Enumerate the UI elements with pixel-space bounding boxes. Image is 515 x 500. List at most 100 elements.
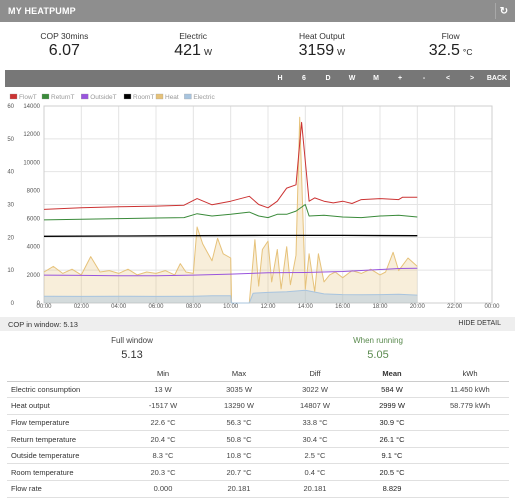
table-cell: 3035 W — [201, 381, 277, 399]
zoom-out-button[interactable]: - — [422, 75, 426, 82]
x-tick-label: 00:00 — [484, 304, 500, 310]
table-cell — [431, 447, 509, 465]
detail-table: Min Max Diff Mean kWh Electric consumpti… — [7, 366, 509, 498]
summary-value: 5.13 — [121, 349, 143, 361]
table-cell: 20.5 °C — [353, 463, 431, 482]
table-cell: 10.8 °C — [201, 447, 277, 465]
stat-value: 3159 W — [298, 42, 346, 59]
table-cell: 2999 W — [353, 397, 431, 415]
series-electric-line — [43, 289, 418, 304]
chart-toolbar: H 6 D W M + - < > BACK — [5, 70, 510, 87]
x-tick-label: 16:00 — [335, 304, 351, 310]
summary-when-running: When running 5.05 — [263, 336, 493, 361]
table-cell: 3022 W — [277, 381, 353, 399]
summary-label: Full window — [111, 336, 153, 345]
x-tick-label: 08:00 — [186, 304, 202, 310]
pan-left-button[interactable]: < — [445, 75, 451, 82]
stat-value: 6.07 — [48, 42, 80, 59]
series-returnt-line — [43, 204, 418, 221]
summary-full-window: Full window 5.13 — [17, 336, 247, 361]
zoom-month-button[interactable]: M — [373, 75, 379, 82]
summary-value: 5.05 — [367, 349, 389, 361]
table-cell: 584 W — [353, 381, 431, 399]
table-cell: 20.4 °C — [125, 430, 201, 448]
table-cell: 58.779 kWh — [431, 397, 509, 415]
y-left-tick-label: 10 — [7, 268, 14, 274]
x-tick-label: 14:00 — [298, 304, 314, 310]
y-left-tick-label: 60 — [7, 104, 14, 110]
table-row: Flow temperature 22.6 °C 56.3 °C 33.8 °C 30.… — [7, 414, 509, 432]
table-header: kWh — [431, 366, 509, 382]
table-cell: 0.4 °C — [277, 463, 353, 482]
table-cell: 13290 W — [201, 397, 277, 415]
table-cell: 20.7 °C — [201, 463, 277, 482]
x-tick-label: 12:00 — [260, 304, 276, 310]
x-tick-label: 10:00 — [223, 304, 239, 310]
table-cell: -1517 W — [125, 397, 201, 415]
y-left-tick-label: 0 — [11, 301, 15, 307]
cop-window-bar: COP in window: 5.13 HIDE DETAIL — [0, 317, 515, 331]
x-tick-label: 22:00 — [447, 304, 463, 310]
table-cell — [431, 430, 509, 448]
heatpump-chart[interactable]: 00:00 02:00 04:00 06:00 08:00 10:00 12:00 14:00… — [0, 90, 515, 315]
table-cell: 20.181 — [277, 480, 353, 498]
app-title: MY HEATPUMP — [8, 6, 76, 16]
table-cell: 26.1 °C — [353, 430, 431, 448]
table-cell: 56.3 °C — [201, 414, 277, 432]
legend-swatch — [123, 93, 132, 100]
app-header: MY HEATPUMP ↻ — [0, 0, 515, 22]
table-row: Flow rate 0.000 20.181 20.181 8.829 — [7, 480, 509, 498]
table-row: Room temperature 20.3 °C 20.7 °C 0.4 °C 20.5… — [7, 463, 509, 482]
table-cell: Room temperature — [7, 463, 125, 482]
table-header: Min — [125, 366, 201, 382]
series-heat-line — [43, 116, 418, 304]
legend-swatch — [81, 93, 89, 100]
x-tick-label: 04:00 — [111, 304, 127, 310]
legend-swatch — [155, 93, 164, 100]
table-cell: 2.5 °C — [277, 447, 353, 465]
zoom-day-button[interactable]: D — [325, 75, 331, 82]
stat-value: 32.5 °C — [428, 42, 473, 59]
cop-window-label: COP in window: — [8, 319, 62, 329]
summary-label: When running — [353, 336, 403, 345]
legend-label: Heat — [165, 94, 179, 101]
stat-value: 421 W — [174, 42, 212, 59]
y-left-tick-label: 50 — [7, 137, 14, 143]
table-cell: Flow rate — [7, 480, 125, 498]
plot-area — [43, 105, 493, 304]
legend-label: OutsideT — [90, 94, 116, 101]
table-cell: Heat output — [7, 397, 125, 415]
x-tick-label: 02:00 — [74, 304, 90, 310]
y-right-tick-label: 8000 — [27, 188, 41, 194]
series-flowt-line — [43, 121, 418, 210]
zoom-week-button[interactable]: W — [348, 75, 356, 82]
y-left-tick-label: 30 — [7, 203, 14, 209]
legend-swatch — [41, 93, 50, 100]
zoom-6h-button[interactable]: 6 — [302, 75, 306, 82]
pan-right-button[interactable]: > — [469, 75, 475, 82]
table-header: Mean — [353, 366, 431, 382]
y-right-tick-label: 12000 — [23, 132, 40, 138]
y-right-tick-label: 4000 — [27, 245, 41, 251]
legend-label: ReturnT — [51, 94, 75, 101]
table-cell: 0.000 — [125, 480, 201, 498]
table-cell: 8.829 — [353, 480, 431, 498]
back-button[interactable]: BACK — [486, 75, 508, 82]
table-cell: Electric consumption — [7, 381, 125, 399]
zoom-in-button[interactable]: + — [397, 75, 403, 82]
zoom-hour-button[interactable]: H — [277, 75, 283, 82]
table-cell: 30.4 °C — [277, 430, 353, 448]
hide-detail-button[interactable]: HIDE DETAIL — [458, 320, 501, 327]
table-cell — [431, 414, 509, 432]
y-left-tick-label: 20 — [7, 235, 14, 241]
series-roomt-line — [43, 234, 418, 237]
x-tick-label: 00:00 — [36, 304, 52, 310]
refresh-icon[interactable]: ↻ — [495, 3, 512, 19]
y-right-tick-label: 6000 — [27, 217, 41, 223]
y-left-tick-label: 40 — [7, 170, 14, 176]
legend-label: FlowT — [19, 94, 37, 101]
table-header-row: Min Max Diff Mean kWh — [7, 366, 509, 382]
stat-label: Electric — [179, 31, 208, 41]
series-outsidet-line — [43, 267, 418, 277]
table-row: Return temperature 20.4 °C 50.8 °C 30.4 °C 2… — [7, 430, 509, 448]
